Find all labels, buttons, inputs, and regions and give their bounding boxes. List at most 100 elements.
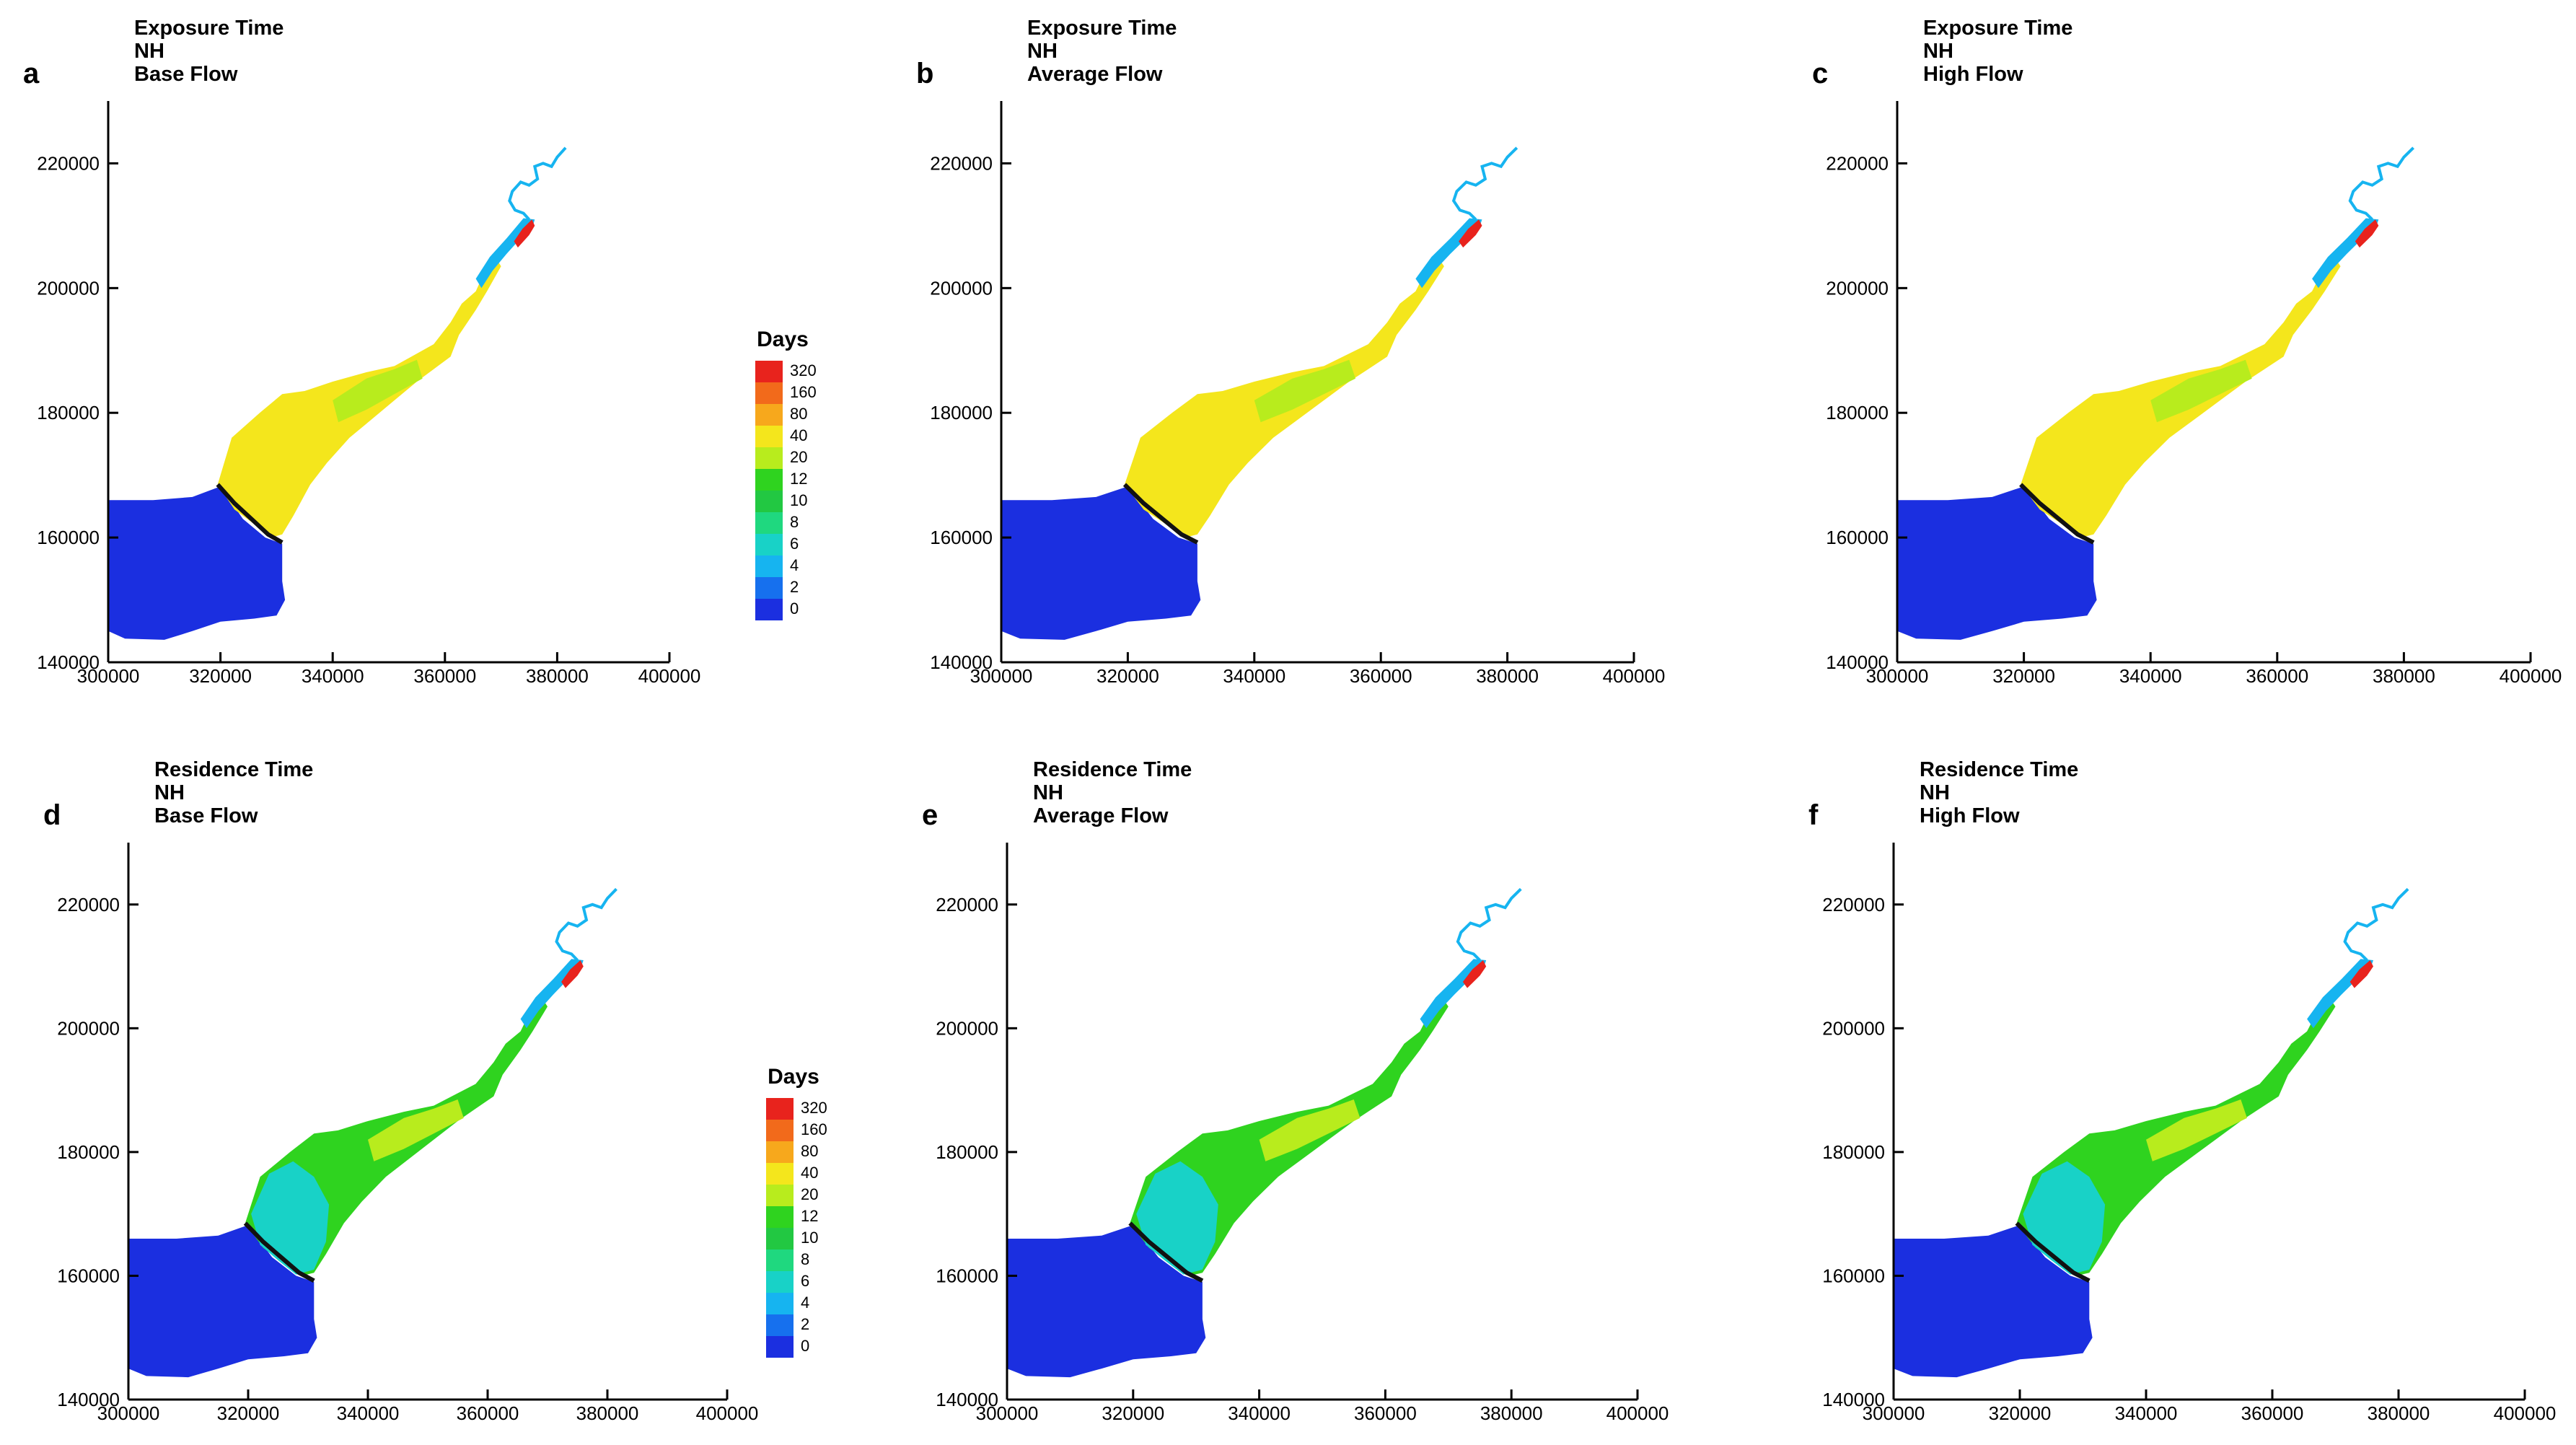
shoreline <box>1128 1221 1204 1283</box>
legend-swatch <box>766 1185 794 1206</box>
legend-swatch <box>766 1120 794 1141</box>
y-tick-label: 180000 <box>936 1141 998 1163</box>
y-tick-label: 160000 <box>37 527 100 548</box>
x-tick-label: 320000 <box>1992 665 2055 687</box>
x-tick-label: 400000 <box>2500 665 2562 687</box>
y-tick-label: 140000 <box>37 651 100 673</box>
legend-swatch <box>755 469 783 491</box>
legend-swatch <box>766 1141 794 1163</box>
x-tick-label: 300000 <box>97 1402 160 1424</box>
river-mouth-region <box>1459 219 1482 248</box>
legend-swatch <box>766 1314 794 1336</box>
panel-letter: e <box>922 799 938 831</box>
river-mouth-region <box>2349 960 2373 988</box>
legend-swatch <box>766 1271 794 1293</box>
y-tick-label: 200000 <box>1822 1017 1885 1039</box>
ocean-region <box>1894 1225 2093 1378</box>
ocean-region <box>108 486 286 640</box>
y-tick-label: 200000 <box>37 277 100 299</box>
legend-label: 0 <box>790 599 799 618</box>
y-tick-label: 220000 <box>936 894 998 915</box>
shoreline <box>216 483 283 545</box>
x-tick-label: 340000 <box>2115 1402 2178 1424</box>
y-tick-label: 160000 <box>1822 1265 1885 1286</box>
x-tick-label: 300000 <box>77 665 140 687</box>
panel-letter: b <box>916 58 933 89</box>
upper-bay-region <box>368 1099 464 1161</box>
x-tick-label: 400000 <box>638 665 701 687</box>
y-tick-label: 200000 <box>1826 277 1889 299</box>
panel-title-line: Exposure Time <box>1027 17 1177 40</box>
x-tick-label: 320000 <box>1096 665 1159 687</box>
x-tick-label: 360000 <box>2246 665 2308 687</box>
panel-title-line: Average Flow <box>1033 804 1169 827</box>
ocean-region <box>128 1225 317 1378</box>
x-tick-label: 360000 <box>413 665 476 687</box>
legend-label: 320 <box>790 361 817 379</box>
x-tick-label: 300000 <box>970 665 1033 687</box>
river-line <box>555 887 617 962</box>
panel-title-line: High Flow <box>1923 63 2023 86</box>
y-tick-label: 200000 <box>57 1017 120 1039</box>
legend-swatch <box>755 447 783 469</box>
x-tick-label: 380000 <box>526 665 589 687</box>
y-tick-label: 180000 <box>37 402 100 423</box>
y-tick-label: 200000 <box>930 277 993 299</box>
legend-label: 80 <box>801 1142 818 1160</box>
river-line <box>508 146 567 221</box>
x-tick-label: 360000 <box>457 1402 519 1424</box>
panel-title-line: Base Flow <box>134 63 238 86</box>
x-tick-label: 300000 <box>1866 665 1929 687</box>
x-tick-label: 360000 <box>1354 1402 1417 1424</box>
x-tick-label: 360000 <box>2241 1402 2304 1424</box>
legend-label: 8 <box>790 513 799 531</box>
legend-swatch <box>755 512 783 534</box>
legend-label: 160 <box>790 383 817 401</box>
panel-title-line: Residence Time <box>1033 758 1192 781</box>
legend-swatch <box>766 1228 794 1249</box>
upper-bay-region <box>2150 359 2252 423</box>
x-tick-label: 340000 <box>1228 1402 1291 1424</box>
y-tick-label: 180000 <box>1822 1141 1885 1163</box>
legend-swatch <box>755 382 783 404</box>
y-tick-label: 140000 <box>1822 1389 1885 1410</box>
legend-swatch <box>755 491 783 512</box>
legend-label: 20 <box>801 1185 818 1203</box>
river-mouth-region <box>561 960 584 988</box>
legend-label: 80 <box>790 405 807 423</box>
panel-letter: d <box>43 799 61 831</box>
x-tick-label: 400000 <box>696 1402 759 1424</box>
legend-swatch <box>766 1206 794 1228</box>
upper-bay-region <box>333 359 423 423</box>
legend-label: 320 <box>801 1099 827 1117</box>
x-tick-label: 320000 <box>189 665 252 687</box>
y-tick-label: 140000 <box>936 1389 998 1410</box>
river-line <box>1456 887 1522 962</box>
panel-title-line: High Flow <box>1920 804 2020 827</box>
legend-label: 12 <box>801 1207 818 1225</box>
x-tick-label: 340000 <box>2119 665 2182 687</box>
legend-swatch <box>755 361 783 382</box>
x-tick-label: 300000 <box>1863 1402 1925 1424</box>
shoreline <box>1122 483 1199 545</box>
panel-title-line: NH <box>134 40 164 63</box>
river-line <box>1451 146 1518 221</box>
shoreline <box>2019 483 2095 545</box>
river-mouth-region <box>2355 219 2379 248</box>
legend-title: Days <box>757 328 809 351</box>
legend-swatch <box>766 1098 794 1120</box>
shoreline <box>2015 1221 2091 1283</box>
legend-label: 8 <box>801 1250 809 1268</box>
y-tick-label: 140000 <box>57 1389 120 1410</box>
legend-swatch <box>755 555 783 577</box>
legend-swatch <box>755 426 783 447</box>
y-tick-label: 180000 <box>57 1141 120 1163</box>
panel-title-line: NH <box>1033 781 1063 804</box>
ocean-region <box>1001 486 1201 640</box>
legend-swatch <box>755 404 783 426</box>
